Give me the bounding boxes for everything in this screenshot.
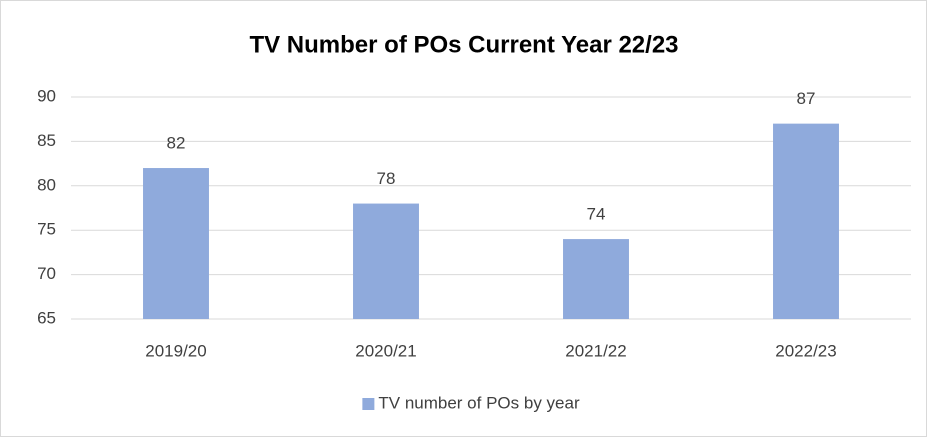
- x-tick-label: 2019/20: [145, 341, 206, 360]
- chart-title: TV Number of POs Current Year 22/23: [249, 31, 678, 58]
- y-tick-label: 70: [37, 264, 56, 283]
- data-label: 74: [587, 205, 606, 224]
- y-tick-label: 85: [37, 131, 56, 150]
- y-tick-label: 65: [37, 308, 56, 327]
- y-tick-label: 75: [37, 220, 56, 239]
- y-tick-label: 90: [37, 86, 56, 105]
- data-label: 78: [377, 169, 396, 188]
- bar: [773, 123, 839, 319]
- data-label: 82: [167, 134, 186, 153]
- bar: [143, 168, 209, 319]
- legend-label: TV number of POs by year: [378, 393, 580, 412]
- y-tick-label: 80: [37, 175, 56, 194]
- bar: [563, 239, 629, 319]
- data-label: 87: [797, 89, 816, 108]
- x-tick-label: 2021/22: [565, 341, 626, 360]
- x-tick-label: 2022/23: [775, 341, 836, 360]
- bar: [353, 203, 419, 319]
- legend-swatch: [362, 398, 375, 410]
- x-tick-label: 2020/21: [355, 341, 416, 360]
